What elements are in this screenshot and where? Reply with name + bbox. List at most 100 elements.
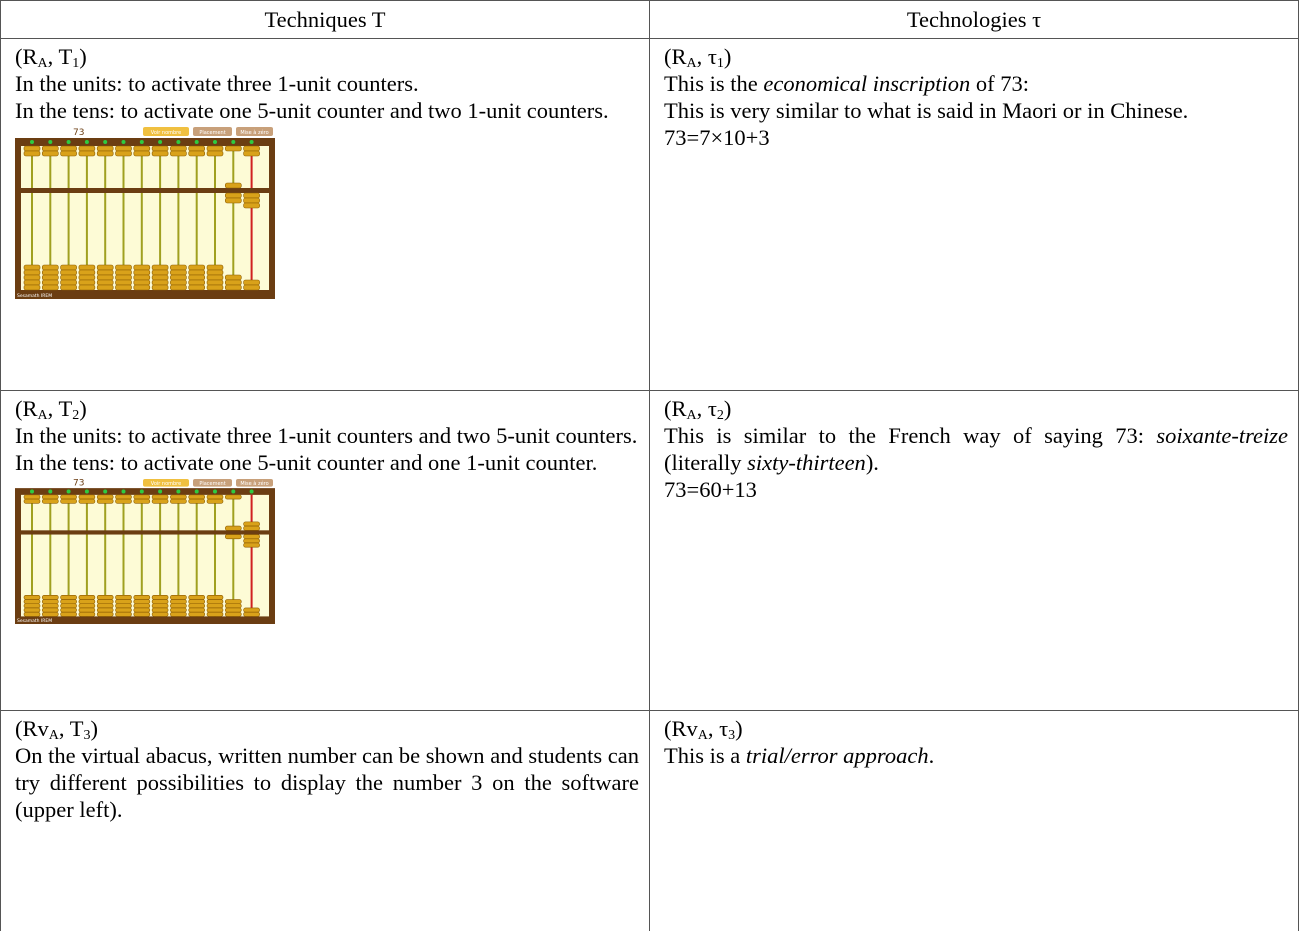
abacus-bead [96, 145, 114, 152]
abacus-bead [96, 150, 114, 157]
text: (R [664, 396, 687, 421]
abacus-bead [41, 264, 59, 271]
abacus-bead [60, 269, 77, 276]
abacus-dot [231, 140, 236, 144]
abacus-bead [23, 607, 41, 613]
label: (RA, τ2) [664, 395, 1288, 423]
abacus-bead [41, 145, 59, 152]
abacus-bead [151, 611, 169, 617]
abacus-dot [139, 140, 144, 144]
abacus-bead [96, 494, 114, 500]
paragraph: 73=60+13 [664, 477, 757, 502]
abacus-bead [151, 145, 169, 152]
abacus-bead [151, 603, 169, 609]
cell: (RvA, T3) On the virtual abacus, written… [0, 710, 650, 931]
abacus-bead [206, 611, 224, 617]
abacus-bar [21, 530, 269, 535]
text: A [37, 408, 48, 423]
abacus-bead [206, 269, 224, 276]
abacus-bead [243, 279, 260, 286]
abacus-dot [213, 140, 217, 144]
abacus-bead [225, 611, 242, 617]
abacus-bead [115, 264, 132, 271]
text: , T [47, 396, 73, 421]
abacus-bead [243, 150, 260, 157]
row: (RA, T2) In the units: to activate three… [0, 390, 1299, 711]
label: (RA, T1) [15, 43, 639, 71]
abacus-bead [133, 284, 151, 291]
abacus-bead [133, 269, 151, 276]
abacus-dot [176, 489, 181, 494]
cell: (RA, τ1) This is the economical inscript… [649, 38, 1299, 391]
abacus-bead [23, 498, 41, 504]
abacus-bead [60, 607, 77, 613]
abacus-bead [206, 599, 224, 605]
abacus-bead [206, 603, 224, 609]
paragraph: In the tens: to activate one 5-unit coun… [15, 98, 609, 123]
abacus-bead [188, 274, 205, 281]
abacus-bead [188, 599, 205, 605]
abacus-bead [170, 603, 187, 609]
abacus-bead [133, 274, 151, 281]
abacus-bead [206, 279, 224, 286]
abacus-button [236, 479, 273, 487]
abacus-bead [60, 279, 77, 286]
abacus-bead [78, 279, 96, 286]
label: (RvA, T3) [15, 715, 639, 743]
abacus-dot [139, 489, 144, 494]
abacus-bead [170, 274, 187, 281]
paragraph: This is a trial/error approach. [664, 742, 1288, 769]
abacus-bead [188, 284, 205, 291]
abacus-bead [115, 284, 132, 291]
abacus-bead [60, 274, 77, 281]
abacus-dot [84, 489, 89, 494]
abacus-dot [249, 489, 254, 494]
abacus-number: 73 [73, 128, 84, 138]
text: A [48, 728, 59, 743]
abacus-bead [151, 595, 169, 600]
abacus-bead [96, 279, 114, 286]
header-row: Techniques T Technologies τ [0, 0, 1299, 39]
abacus-bead [78, 284, 96, 291]
abacus-bead [96, 269, 114, 276]
row: (RvA, T3) On the virtual abacus, written… [0, 710, 1299, 931]
abacus-bead [96, 607, 114, 613]
text: This is similar to the French way of say… [664, 423, 1157, 448]
paragraph: On the virtual abacus, written number ca… [15, 743, 639, 822]
abacus-bead [78, 264, 96, 271]
abacus-bead [170, 150, 187, 157]
abacus-bead [133, 498, 151, 504]
text: ) [79, 396, 87, 421]
abacus-bead [23, 150, 41, 157]
text: sixty-thirteen [747, 450, 866, 475]
abacus-bead [60, 145, 77, 152]
abacus-bead [170, 494, 187, 500]
text: (R [15, 44, 38, 69]
text: , T [47, 44, 73, 69]
abacus-bead [60, 599, 77, 605]
abacus-bead [206, 274, 224, 281]
abacus-bead [206, 607, 224, 613]
abacus-dot [121, 489, 126, 494]
abacus-bead [41, 603, 59, 609]
label: (RvA, τ3) [664, 715, 1288, 743]
abacus-dot [121, 140, 126, 144]
abacus-bead [60, 264, 77, 271]
abacus-bead [41, 269, 59, 276]
abacus-bead [225, 197, 242, 204]
abacus-credit: Sesamath IREM [17, 618, 52, 624]
abacus-bead [170, 284, 187, 291]
abacus-bead [23, 279, 41, 286]
abacus-bead [23, 603, 41, 609]
text: A [37, 56, 48, 71]
abacus-bead [206, 494, 224, 500]
abacus-bead [96, 498, 114, 504]
cell: (RA, T2) In the units: to activate three… [0, 390, 650, 711]
abacus-button-label: Placement [199, 130, 225, 136]
abacus-bead [188, 595, 205, 600]
abacus-button-label: Voir nombre [151, 130, 181, 136]
abacus-bead [151, 150, 169, 157]
abacus-bead [243, 284, 260, 291]
abacus-bead [78, 494, 96, 500]
